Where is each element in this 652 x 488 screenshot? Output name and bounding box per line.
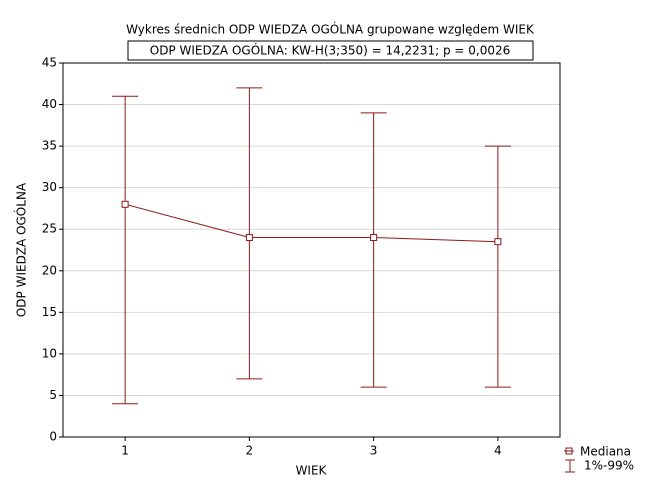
- point-marker: [494, 238, 502, 246]
- error-bar: [360, 112, 387, 388]
- y-tick-label: 0: [49, 430, 57, 444]
- subtitle-box: [127, 40, 534, 61]
- x-tick-label: 1: [121, 444, 129, 458]
- x-tick-label: 3: [370, 444, 378, 458]
- y-tick-label: 15: [42, 305, 57, 319]
- x-tick-label: 4: [494, 444, 502, 458]
- legend-range-icon: [565, 459, 575, 473]
- chart-subtitle: ODP WIEDZA OGÓLNA: KW-H(3;350) = 14,2231…: [150, 43, 511, 58]
- point-marker: [121, 200, 129, 208]
- chart-title: Wykres średnich ODP WIEDZA OGÓLNA grupow…: [126, 22, 535, 37]
- y-tick-label: 45: [42, 56, 57, 70]
- point-marker: [245, 234, 253, 242]
- legend-label: 1%-99%: [584, 459, 634, 473]
- y-tick-label: 40: [42, 97, 57, 111]
- y-tick-label: 5: [49, 388, 57, 402]
- y-tick-label: 20: [42, 263, 57, 277]
- y-tick-label: 25: [42, 222, 57, 236]
- error-bar: [484, 145, 511, 388]
- x-tick-label: 2: [246, 444, 254, 458]
- error-bar: [236, 87, 263, 380]
- x-axis-label: WIEK: [296, 464, 328, 478]
- point-marker: [370, 234, 378, 242]
- y-axis-label: ODP WIEDZA OGÓLNA: [14, 182, 29, 317]
- y-tick-label: 30: [42, 180, 57, 194]
- legend-label: Mediana: [580, 445, 631, 459]
- plot-frame: [62, 62, 561, 438]
- y-tick-label: 35: [42, 139, 57, 153]
- y-tick-label: 10: [42, 346, 57, 360]
- error-bar: [112, 95, 139, 405]
- series-line: [124, 203, 498, 243]
